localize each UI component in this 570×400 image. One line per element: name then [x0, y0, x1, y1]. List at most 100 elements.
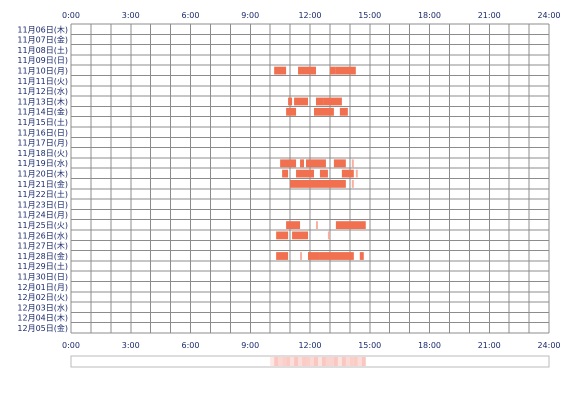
summary-band: [298, 357, 303, 366]
bottom-tick-label: 12:00: [298, 341, 321, 350]
top-tick-label: 3:00: [122, 11, 140, 20]
row-label: 11月09日(日): [17, 56, 68, 65]
row-label: 12月05日(金): [17, 323, 68, 333]
activity-bar: [319, 252, 354, 260]
summary-band: [345, 357, 350, 366]
activity-bar: [329, 66, 336, 75]
summary-band: [306, 357, 310, 366]
top-tick-label: 21:00: [478, 11, 501, 20]
activity-bar: [319, 169, 328, 178]
summary-band: [274, 357, 279, 366]
row-label: 11月29日(土): [17, 261, 68, 271]
activity-bar: [313, 107, 334, 116]
summary-band: [270, 357, 275, 366]
summary-band: [294, 357, 299, 366]
row-label: 11月06日(木): [17, 24, 68, 34]
row-label: 11月17日(月): [17, 139, 68, 148]
summary-band: [341, 357, 346, 366]
summary-band: [353, 357, 358, 366]
row-label: 11月10日(月): [17, 67, 68, 76]
activity-bar: [300, 252, 303, 260]
summary-band: [329, 357, 334, 366]
summary-band: [321, 357, 326, 366]
bottom-tick-label: 18:00: [418, 341, 441, 350]
activity-bar: [294, 97, 309, 106]
activity-bar: [286, 107, 297, 116]
bottom-tick-label: 15:00: [358, 341, 381, 350]
row-label: 12月03日(水): [17, 302, 68, 312]
summary-band: [325, 357, 330, 366]
top-tick-label: 0:00: [62, 11, 80, 20]
bottom-tick-label: 21:00: [478, 341, 501, 350]
activity-bar: [355, 169, 358, 178]
summary-band: [313, 357, 318, 366]
activity-bar: [274, 66, 287, 75]
row-label: 11月18日(火): [17, 149, 68, 158]
bottom-tick-label: 3:00: [122, 341, 140, 350]
summary-strip: [70, 355, 550, 368]
activity-bar: [280, 159, 297, 168]
top-tick-label: 15:00: [358, 11, 381, 20]
activity-bar: [351, 159, 354, 168]
activity-bar: [323, 97, 342, 106]
row-label: 11月28日(金): [17, 251, 68, 261]
row-labels: 11月06日(木)11月07日(金)11月08日(土)11月09日(日) 11月1…: [17, 24, 68, 333]
row-label: 11月07日(金): [17, 35, 68, 45]
activity-bar: [290, 180, 346, 188]
bottom-axis-ticks: 0:00 3:00 6:00 9:00 12:00 15:00 18:00 21:00 24:0…: [62, 341, 561, 350]
activity-bar: [298, 66, 316, 75]
row-label: 11月20日(木): [17, 169, 68, 179]
activity-bar: [315, 221, 318, 229]
bottom-tick-label: 9:00: [241, 341, 259, 350]
activity-bar: [308, 252, 320, 260]
activity-bar: [282, 169, 289, 178]
activity-bar: [359, 252, 364, 260]
top-tick-label: 6:00: [182, 11, 200, 20]
row-label: 12月01日(月): [17, 283, 68, 292]
row-label: 12月04日(木): [17, 313, 68, 323]
top-axis-ticks: 0:00 3:00 6:00 9:00 12:00 15:00 18:00 21:00 24:0…: [62, 11, 561, 20]
summary-band: [282, 357, 287, 366]
activity-bar: [296, 169, 314, 178]
activity-bars: [274, 66, 366, 260]
activity-bar: [286, 221, 301, 229]
row-label: 11月16日(日): [17, 128, 68, 137]
activity-bar: [339, 107, 348, 116]
row-label: 11月12日(水): [17, 86, 68, 96]
row-label: 11月25日(火): [17, 221, 68, 230]
top-tick-label: 18:00: [418, 11, 441, 20]
bottom-tick-label: 6:00: [182, 341, 200, 350]
summary-band: [361, 357, 366, 366]
row-label: 11月26日(水): [17, 230, 68, 240]
activity-bar: [292, 231, 309, 240]
activity-bar: [300, 159, 305, 168]
row-label: 11月14日(金): [17, 107, 68, 117]
activity-bar: [327, 231, 330, 240]
activity-bar: [276, 231, 289, 240]
row-label: 12月02日(火): [17, 293, 68, 302]
row-label: 11月30日(日): [17, 273, 68, 282]
bottom-tick-label: 24:00: [537, 341, 560, 350]
row-label: 11月13日(木): [17, 96, 68, 106]
activity-bar: [276, 252, 289, 260]
summary-band: [302, 357, 307, 366]
summary-band: [317, 357, 322, 366]
row-label: 11月27日(木): [17, 241, 68, 251]
row-label: 11月11日(火): [17, 77, 68, 86]
activity-bar: [288, 97, 293, 106]
row-label: 11月23日(日): [17, 200, 68, 209]
activity-bar: [315, 97, 324, 106]
chart-grid: [70, 23, 550, 334]
bottom-tick-label: 0:00: [62, 341, 80, 350]
activity-bar: [341, 169, 354, 178]
activity-bar: [335, 221, 366, 229]
summary-band: [337, 357, 342, 366]
top-tick-label: 24:00: [537, 11, 560, 20]
row-label: 11月15日(土): [17, 117, 68, 127]
summary-band: [357, 357, 362, 366]
row-label: 11月08日(土): [17, 45, 68, 55]
top-tick-label: 12:00: [298, 11, 321, 20]
activity-bar: [351, 180, 354, 188]
summary-band: [290, 357, 295, 366]
